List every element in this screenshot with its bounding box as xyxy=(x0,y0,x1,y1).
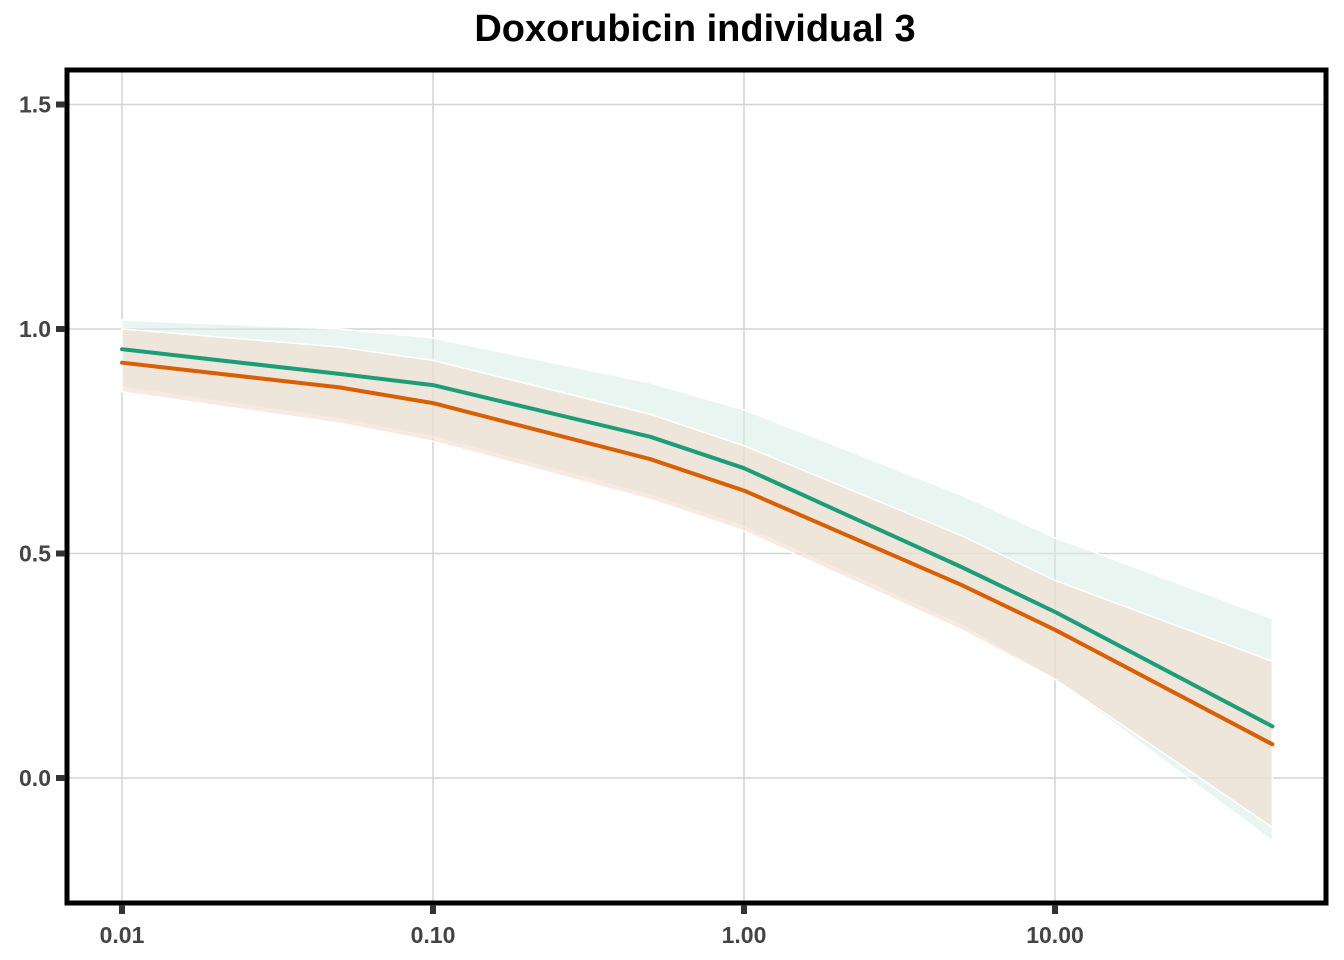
y-tick-label: 0.5 xyxy=(19,541,51,567)
x-tick-label: 1.00 xyxy=(722,922,767,948)
x-tick-label: 0.01 xyxy=(100,922,145,948)
axes: 0.01 0.10 1.00 10.00 0.0 0.5 1.0 1.5 xyxy=(19,92,1084,949)
panel-border xyxy=(64,67,1329,906)
series-line-1 xyxy=(120,360,1275,747)
y-tick-label: 1.5 xyxy=(19,92,51,118)
x-tick-label: 0.10 xyxy=(411,922,456,948)
confidence-bands xyxy=(121,319,1274,843)
y-tick-label: 1.0 xyxy=(19,316,51,342)
series-band-1 xyxy=(121,328,1274,829)
y-tick-label: 0.0 xyxy=(19,765,51,791)
series-lines xyxy=(120,347,1275,747)
x-tick-label: 10.00 xyxy=(1026,922,1084,948)
chart-title: Doxorubicin individual 3 xyxy=(474,8,916,50)
series-line-0 xyxy=(120,347,1275,729)
